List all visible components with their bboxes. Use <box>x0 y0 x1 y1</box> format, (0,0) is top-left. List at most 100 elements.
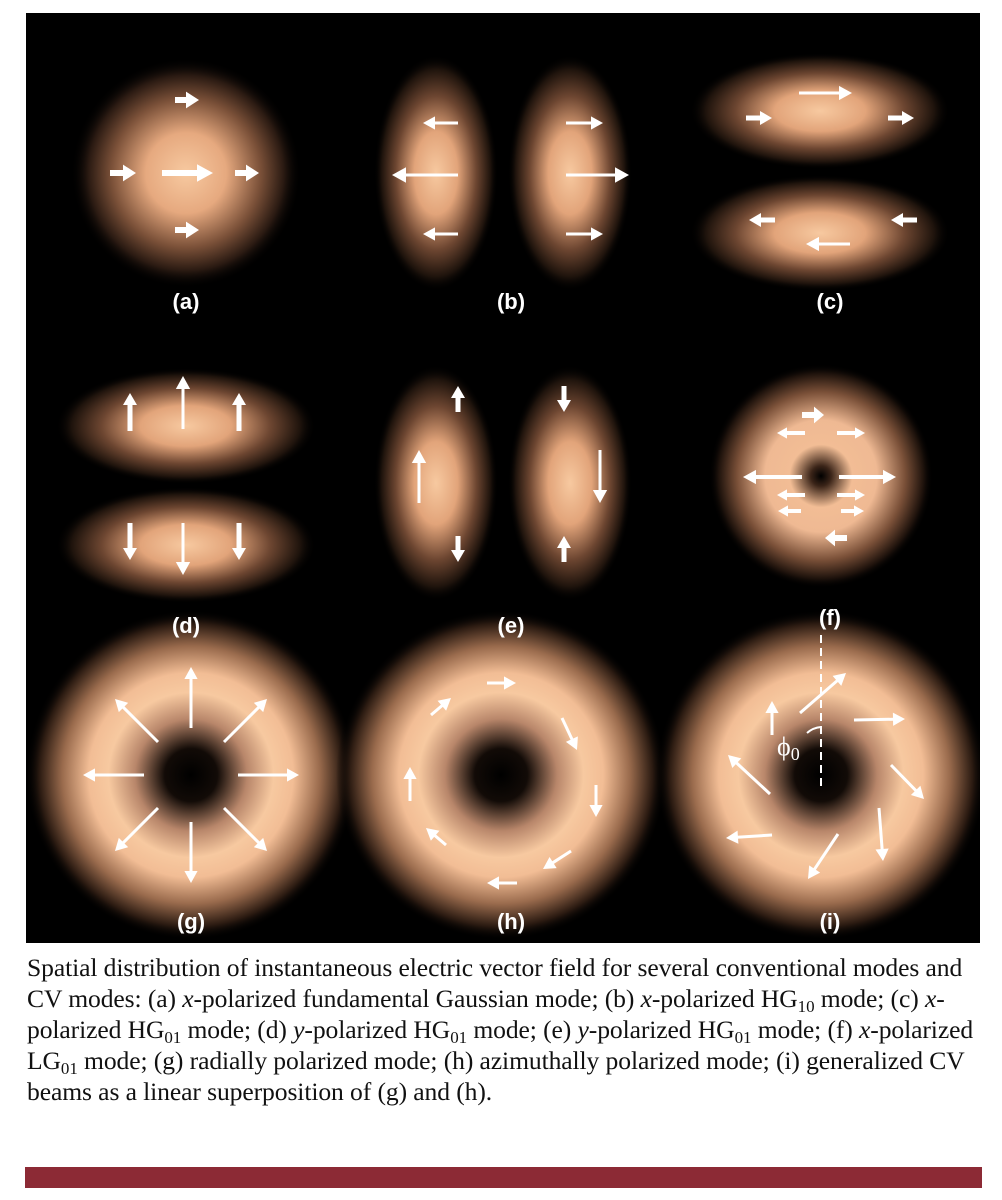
panel-label-f: (f) <box>819 605 841 630</box>
arrow-head <box>749 213 761 227</box>
field-arrow <box>891 213 917 227</box>
arrow-head <box>891 213 903 227</box>
beam-g <box>26 610 356 940</box>
field-arrow <box>799 85 852 101</box>
arrow-head <box>232 393 246 405</box>
field-arrow <box>837 489 865 501</box>
beam-f <box>709 364 933 588</box>
field-arrow <box>566 227 603 241</box>
caption-text: -polarized HG <box>588 1015 735 1044</box>
mode-figure: ϕ0 (a) (b) (c) (d) (e) (f) (g) (h) (i) <box>26 53 980 940</box>
arrow-head <box>423 116 435 130</box>
arrow-head <box>557 400 571 412</box>
caption-text: Spatial distribution of instantaneous el… <box>27 953 963 1013</box>
field-arrow <box>423 227 458 241</box>
beam-d-top <box>56 368 316 484</box>
field-arrow <box>232 523 246 560</box>
angle-arc <box>806 726 822 734</box>
arrow-head <box>728 755 742 769</box>
field-arrow <box>743 469 802 485</box>
caption-text: -polarized fundamental Gaussian mode; (b… <box>193 984 641 1013</box>
field-arrow <box>778 505 801 517</box>
arrow-shaft <box>812 833 840 871</box>
arrow-head <box>123 164 136 182</box>
caption-subscript: 01 <box>734 1028 752 1047</box>
caption-text: -polarized LG <box>27 1015 974 1075</box>
caption-italic: x <box>924 984 937 1013</box>
field-arrow <box>403 767 417 801</box>
arrow-head <box>543 856 557 869</box>
caption-italic: x <box>640 984 652 1013</box>
caption-italic: x <box>859 1015 871 1044</box>
arrow-head <box>591 227 603 241</box>
beam-profiles <box>26 53 980 940</box>
caption-text: -polarized HG <box>651 984 798 1013</box>
field-arrow <box>808 833 840 879</box>
field-arrow <box>566 167 629 183</box>
field-arrow <box>184 667 198 728</box>
arrow-shaft <box>799 679 839 715</box>
arrow-head <box>743 469 756 485</box>
arrow-head <box>451 386 465 398</box>
arrow-head <box>232 548 246 560</box>
field-arrow <box>749 213 775 227</box>
arrow-shaft <box>433 833 447 847</box>
arrow-head <box>184 667 198 679</box>
arrow-head <box>123 393 137 405</box>
caption-subscript: 01 <box>164 1028 182 1047</box>
arrow-head <box>565 736 578 750</box>
caption-text: -polarized HG <box>27 984 945 1044</box>
panel-labels: (a) (b) (c) (d) (e) (f) (g) (h) (i) <box>172 289 843 934</box>
field-arrow <box>799 673 846 715</box>
field-arrow <box>222 806 267 851</box>
field-arrow <box>175 91 199 109</box>
caption-italic: x <box>182 984 194 1013</box>
field-arrow <box>451 386 465 412</box>
arrow-head <box>855 489 865 501</box>
field-arrow <box>487 876 517 890</box>
field-arrow <box>825 529 847 547</box>
field-arrow <box>123 523 137 560</box>
beam-e-left <box>374 365 498 601</box>
field-arrow <box>115 806 160 851</box>
field-arrow <box>123 393 137 431</box>
field-arrow <box>430 698 451 717</box>
beam-b-right <box>508 55 632 291</box>
arrow-head <box>246 164 259 182</box>
caption-text: mode; (g) radially polarized mode; (h) a… <box>27 1046 965 1106</box>
arrow-head <box>910 785 924 799</box>
arrow-head <box>175 562 191 575</box>
arrow-head <box>504 676 516 690</box>
caption-text: mode; (d) <box>181 1015 294 1044</box>
caption-text: mode; (f) <box>751 1015 860 1044</box>
field-arrow <box>392 167 458 183</box>
field-arrow <box>802 406 824 424</box>
arrow-head <box>892 712 905 726</box>
beam-e-right <box>508 365 632 601</box>
panel-label-e: (e) <box>498 613 525 638</box>
beam-c-top <box>690 53 950 169</box>
field-arrow <box>451 536 465 562</box>
arrow-head <box>175 376 191 389</box>
field-arrow <box>235 164 259 182</box>
arrow-head <box>814 406 824 424</box>
beam-h <box>336 610 666 940</box>
arrow-head <box>808 865 821 879</box>
field-arrow <box>853 712 905 726</box>
field-arrow <box>557 386 571 412</box>
caption-italic: y <box>577 1015 589 1044</box>
arrow-head <box>726 830 739 844</box>
arrow-head <box>423 227 435 241</box>
field-arrow <box>726 830 773 844</box>
arrow-head <box>253 837 267 851</box>
angle-label: ϕ0 <box>777 732 800 764</box>
arrow-shaft <box>430 703 444 717</box>
arrow-shaft <box>551 849 572 865</box>
bottom-rule <box>25 1167 982 1188</box>
arrow-head <box>487 876 499 890</box>
arrow-shaft <box>877 807 884 851</box>
panel-label-d: (d) <box>172 613 200 638</box>
caption-text: mode; (e) <box>467 1015 578 1044</box>
beam-b-left <box>374 55 498 291</box>
arrow-head <box>778 505 788 517</box>
